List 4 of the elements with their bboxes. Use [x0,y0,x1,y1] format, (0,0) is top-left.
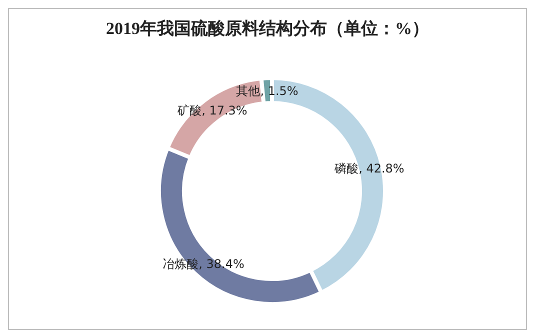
chart-title: 2019年我国硫酸原料结构分布（单位：%） [105,18,430,40]
slice-label: 磷酸, 42.8% [334,162,404,176]
slice-label: 其他, 1.5% [236,84,298,98]
slice-label: 矿酸, 17.3% [176,104,248,118]
